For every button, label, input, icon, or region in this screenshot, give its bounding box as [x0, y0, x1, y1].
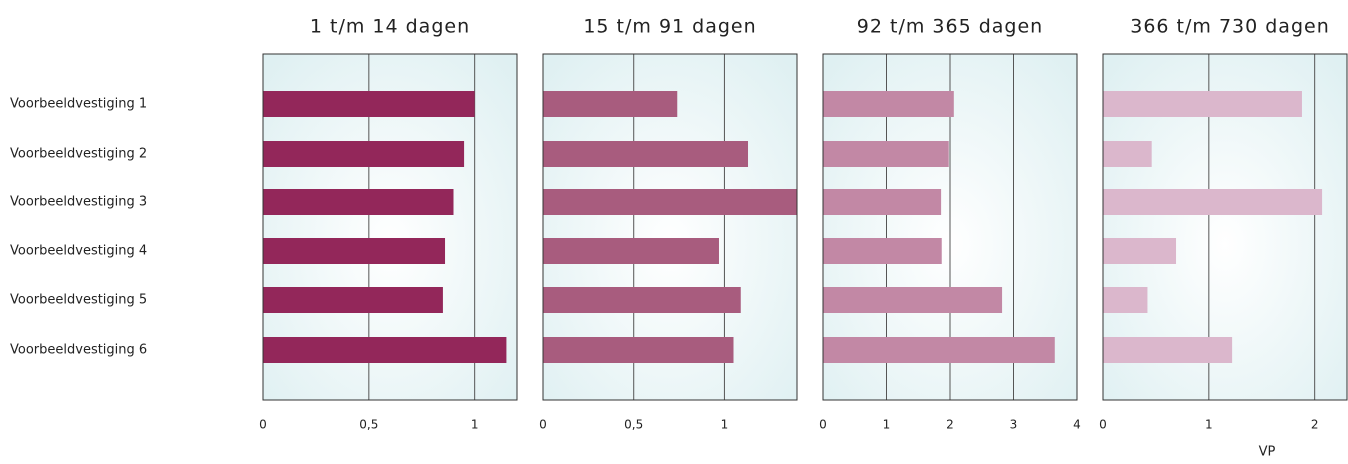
x-tick-label: 0 — [819, 418, 827, 432]
x-tick-label: 1 — [471, 418, 479, 432]
x-tick-label: 2 — [1311, 418, 1319, 432]
category-label: Voorbeeldvestiging 6 — [10, 343, 147, 358]
bar — [263, 287, 443, 313]
x-tick-label: 2 — [946, 418, 954, 432]
bar — [543, 141, 749, 167]
x-tick-label: 0 — [539, 418, 547, 432]
bar — [823, 189, 942, 215]
bar — [543, 337, 734, 363]
panel-title: 366 t/m 730 dagen — [1130, 16, 1330, 38]
bar — [823, 238, 942, 264]
bar — [1103, 141, 1152, 167]
bar — [1103, 189, 1323, 215]
bar — [823, 91, 954, 117]
bar — [263, 189, 454, 215]
category-label: Voorbeeldvestiging 4 — [10, 244, 147, 259]
x-tick-label: 4 — [1073, 418, 1081, 432]
bar — [263, 141, 465, 167]
x-tick-label: 0,5 — [624, 418, 643, 432]
bar — [543, 287, 741, 313]
plot-frame — [822, 53, 1078, 401]
bar — [543, 189, 797, 215]
x-tick-label: 3 — [1010, 418, 1018, 432]
plot-frame — [1102, 53, 1348, 401]
x-tick-label: 1 — [721, 418, 729, 432]
bar — [823, 287, 1003, 313]
bar — [823, 141, 949, 167]
bar — [543, 238, 719, 264]
category-label: Voorbeeldvestiging 1 — [10, 97, 147, 112]
x-tick-label: 1 — [883, 418, 891, 432]
panel-title: 15 t/m 91 dagen — [583, 16, 756, 38]
bar — [1103, 238, 1177, 264]
x-axis-label: VP — [1259, 445, 1276, 460]
bar — [823, 337, 1055, 363]
bar — [1103, 287, 1148, 313]
x-tick-label: 1 — [1205, 418, 1213, 432]
bar — [263, 337, 507, 363]
category-label: Voorbeeldvestiging 5 — [10, 293, 147, 308]
bar — [1103, 337, 1233, 363]
plot-frame — [542, 53, 798, 401]
category-label: Voorbeeldvestiging 2 — [10, 147, 147, 162]
x-tick-label: 0 — [1099, 418, 1107, 432]
bar — [1103, 91, 1302, 117]
bar — [263, 91, 475, 117]
bar — [543, 91, 678, 117]
category-label: Voorbeeldvestiging 3 — [10, 195, 147, 210]
panel-title: 92 t/m 365 dagen — [857, 16, 1043, 38]
x-tick-label: 0 — [259, 418, 267, 432]
plot-frame — [262, 53, 518, 401]
bar — [263, 238, 446, 264]
panel-title: 1 t/m 14 dagen — [310, 16, 470, 38]
x-tick-label: 0,5 — [359, 418, 378, 432]
